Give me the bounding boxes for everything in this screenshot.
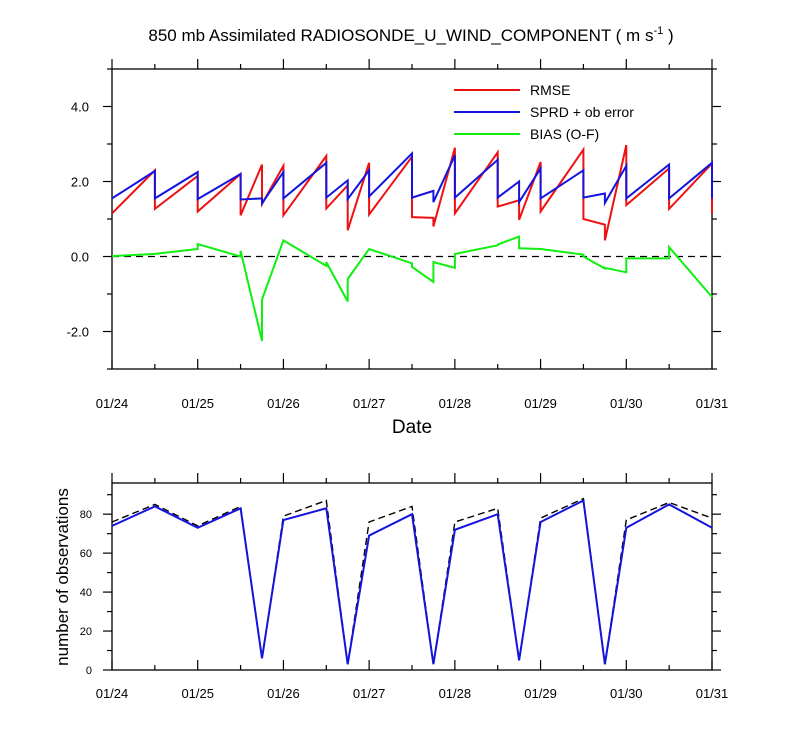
top-x-tick-label: 01/27 [353,396,386,411]
obs-possible-dashed-line [111,497,713,665]
top-x-tick-label: 01/25 [181,396,214,411]
bias-line [111,235,713,342]
bottom-x-tick-label: 01/31 [696,686,729,701]
top-legend: RMSE SPRD + ob error BIAS (O-F) [454,82,634,142]
bottom-x-tick-label: 01/27 [353,686,386,701]
bottom-series-group [111,497,713,665]
obs-assimilated-line [111,498,713,665]
bottom-x-tick-label: 01/28 [439,686,472,701]
top-y-tick-label: 0.0 [71,250,89,265]
top-x-ticks: 01/24 01/25 01/26 01/27 01/28 01/29 01/30 01/31 [96,59,729,411]
bottom-chart: 01/24 01/25 01/26 01/27 01/28 01/29 01/30 01/31… [53,473,728,701]
top-y-tick-label: 2.0 [71,175,89,190]
top-x-tick-label: 01/31 [696,396,729,411]
bottom-y-axis-label: number of observations [53,488,72,666]
bottom-x-tick-label: 01/30 [610,686,643,701]
top-x-tick-label: 01/26 [267,396,300,411]
top-chart-title-main: 850 mb Assimilated RADIOSONDE_U_WIND_COM… [148,26,653,45]
top-y-tick-label: -2.0 [67,325,89,340]
bottom-plot-frame [111,482,713,671]
bottom-y-tick-label: 60 [80,548,92,560]
top-y-ticks: -2.0 0.0 2.0 4.0 [67,68,721,370]
bottom-y-tick-label: 40 [80,587,92,599]
top-chart-title: 850 mb Assimilated RADIOSONDE_U_WIND_COM… [148,25,673,45]
top-chart-title-end: ) [663,26,673,45]
bottom-y-tick-label: 80 [80,509,92,521]
legend-sprd-label: SPRD + ob error [530,104,634,120]
bottom-y-tick-label: 0 [86,665,92,677]
sprd-line [111,150,713,207]
top-x-tick-label: 01/29 [524,396,557,411]
bottom-x-ticks: 01/24 01/25 01/26 01/27 01/28 01/29 01/30 01/31 [96,473,729,701]
bottom-y-ticks: 0 20 40 60 80 [80,494,721,677]
top-x-axis-label: Date [392,417,432,438]
legend-bias-label: BIAS (O-F) [530,126,599,142]
legend-rmse-label: RMSE [530,82,570,98]
bottom-x-tick-label: 01/26 [267,686,300,701]
top-x-tick-label: 01/30 [610,396,643,411]
top-x-tick-label: 01/24 [96,396,129,411]
top-chart: 850 mb Assimilated RADIOSONDE_U_WIND_COM… [67,25,729,438]
bottom-y-tick-label: 20 [80,626,92,638]
top-series-group [111,144,713,342]
bottom-x-tick-label: 01/25 [181,686,214,701]
top-chart-title-superscript: -1 [653,25,663,37]
bottom-x-tick-label: 01/24 [96,686,129,701]
top-y-tick-label: 4.0 [71,100,89,115]
bottom-x-tick-label: 01/29 [524,686,557,701]
top-x-tick-label: 01/28 [439,396,472,411]
